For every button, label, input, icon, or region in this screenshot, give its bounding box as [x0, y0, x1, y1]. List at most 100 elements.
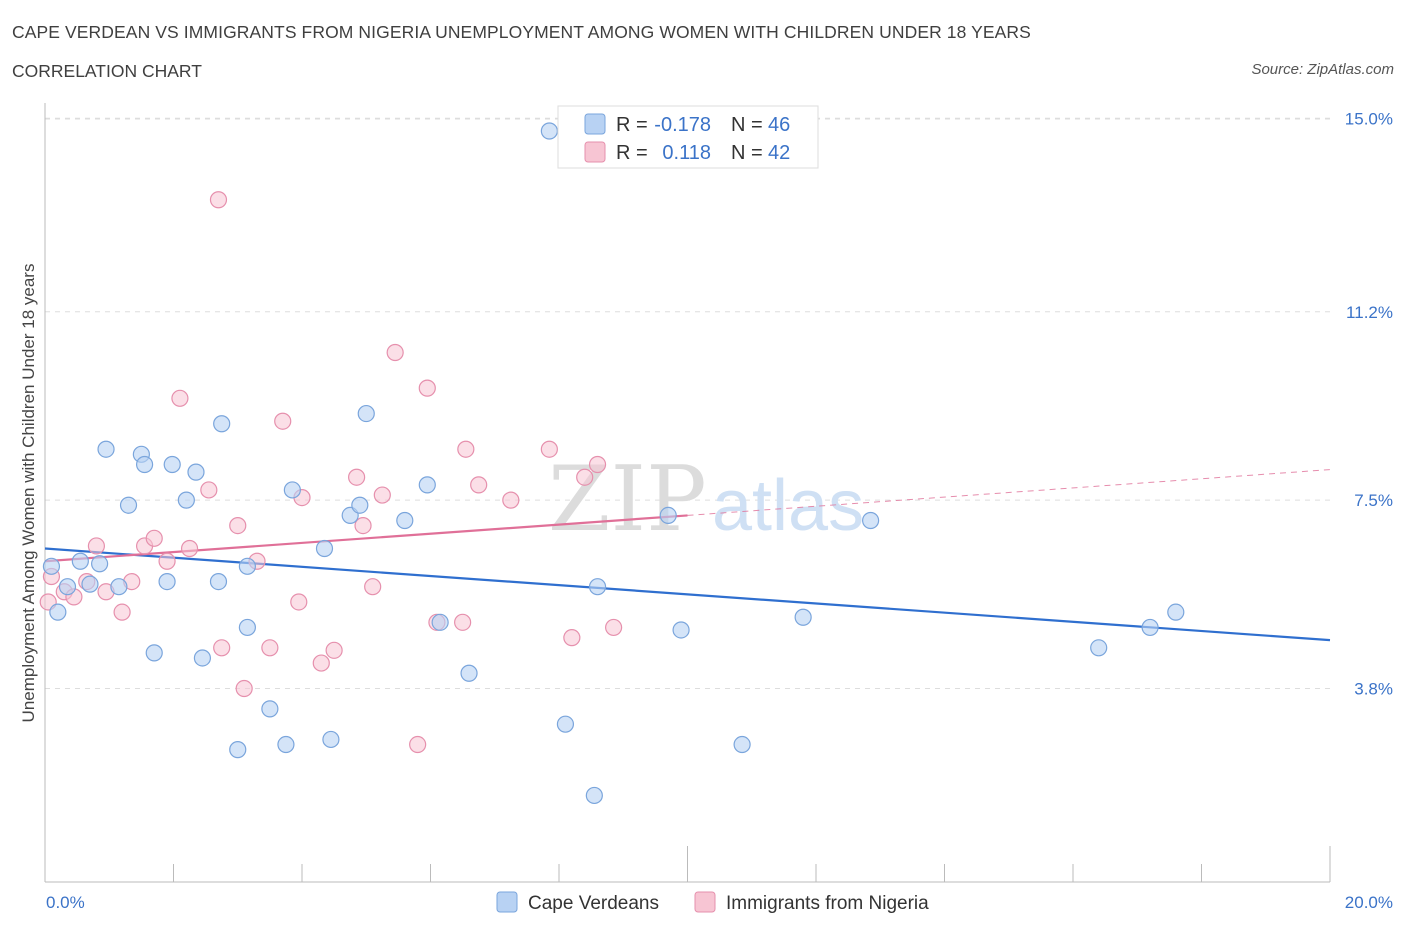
nigeria-point-34 [454, 613, 472, 631]
source-label: Source: ZipAtlas.com [1251, 61, 1394, 78]
legend-swatch-blue [584, 113, 606, 135]
cape-verdean-point-0 [42, 557, 61, 575]
legend-item-cape-verdeans-swatch [496, 891, 518, 913]
nigeria-point-39 [563, 629, 581, 647]
cape-verdean-point-43 [1090, 639, 1108, 657]
cape-verdean-point-6 [97, 440, 115, 458]
nigeria-point-17 [229, 516, 247, 535]
cape-verdean-point-2 [58, 578, 77, 596]
nigeria-point-18 [235, 679, 253, 698]
nigeria-point-21 [274, 412, 292, 430]
y-axis-label: Unemployment Among Women with Children U… [19, 264, 38, 723]
watermark-atlas: atlas [712, 466, 864, 546]
nigeria-point-29 [373, 486, 391, 504]
nigeria-point-7 [113, 603, 131, 621]
cape-verdean-point-44 [1141, 618, 1159, 637]
series-legend: Cape Verdeans Immigrants from Nigeria [496, 891, 929, 914]
nigeria-point-22 [290, 593, 308, 611]
nigeria-point-36 [470, 476, 488, 494]
nigeria-point-20 [261, 639, 279, 657]
cape-verdean-point-35 [556, 715, 575, 733]
nigeria-point-35 [457, 440, 475, 458]
cape-verdean-point-32 [431, 613, 449, 631]
nigeria-point-16 [213, 639, 231, 657]
cape-verdean-point-33 [460, 664, 478, 682]
y-tick-labels: 3.8% 7.5% 11.2% 15.0% [1345, 109, 1393, 698]
nigeria-point-24 [312, 654, 330, 672]
cape-verdean-point-20 [238, 618, 256, 637]
y-tick-label-3: 15.0% [1345, 109, 1393, 128]
axes [44, 103, 1331, 883]
cape-verdean-point-1 [49, 603, 67, 621]
nigeria-point-37 [502, 491, 520, 509]
nigeria-point-12 [171, 389, 189, 407]
cape-verdean-point-13 [163, 455, 181, 474]
cape-verdean-point-12 [158, 573, 176, 591]
nigeria-point-5 [87, 537, 106, 555]
cape-verdean-point-29 [357, 404, 375, 423]
nigeria-point-40 [576, 468, 594, 486]
cape-verdean-point-7 [110, 578, 128, 596]
cape-verdean-point-3 [71, 552, 89, 570]
legend-n-value-1: 46 [768, 114, 790, 136]
nigeria-point-30 [386, 343, 404, 362]
nigeria-point-42 [605, 618, 623, 637]
y-tick-label-0: 3.8% [1354, 680, 1393, 699]
series-cape-verdeans-points [42, 122, 1185, 805]
legend-r-label-2: R = [616, 142, 648, 164]
cape-verdean-point-31 [418, 476, 436, 494]
y-tick-label-1: 7.5% [1354, 491, 1393, 510]
nigeria-point-11 [158, 552, 176, 570]
legend-swatch-pink [584, 141, 606, 163]
nigeria-point-41 [588, 455, 607, 474]
cape-verdean-point-30 [396, 511, 414, 530]
legend-r-value-2: 0.118 [662, 142, 711, 164]
cape-verdean-point-15 [187, 463, 205, 481]
nigeria-point-26 [348, 468, 366, 486]
legend-item-cape-verdeans: Cape Verdeans [528, 893, 659, 914]
cape-verdean-point-42 [862, 511, 880, 530]
legend-item-nigeria-swatch [694, 891, 716, 913]
gridlines [45, 117, 1330, 690]
cape-verdean-point-40 [733, 735, 751, 754]
cape-verdean-point-39 [672, 621, 690, 639]
series-nigeria-points [39, 191, 623, 754]
legend-n-label-1: N = [731, 114, 763, 136]
nigeria-point-15 [209, 191, 228, 209]
chart-title: CAPE VERDEAN VS IMMIGRANTS FROM NIGERIA … [12, 22, 1031, 42]
x-tick-labels: 0.0% 20.0% [46, 893, 1393, 912]
cape-verdean-point-11 [145, 644, 163, 662]
nigeria-point-38 [540, 440, 558, 458]
nigeria-point-27 [354, 516, 372, 535]
nigeria-point-13 [180, 539, 199, 558]
correlation-legend: R = -0.178 N = 46 R = 0.118 N = 42 [557, 105, 819, 169]
cape-verdean-point-14 [177, 491, 195, 509]
cape-verdean-point-37 [588, 578, 607, 596]
cape-verdean-point-25 [315, 539, 334, 558]
cape-verdean-point-21 [238, 557, 256, 575]
cape-verdean-point-17 [209, 573, 228, 591]
nigeria-point-32 [418, 379, 436, 397]
cape-verdean-point-5 [91, 555, 109, 573]
nigeria-trend-line [44, 514, 688, 563]
nigeria-point-10 [145, 529, 163, 547]
cape-verdean-point-26 [322, 730, 340, 749]
cape-verdean-point-16 [193, 649, 212, 667]
nigeria-point-14 [200, 481, 218, 499]
nigeria-point-28 [364, 578, 382, 596]
cape-verdean-point-22 [261, 700, 279, 718]
chart-subtitle: CORRELATION CHART [12, 61, 202, 81]
legend-r-label-1: R = [616, 114, 648, 136]
cape-verdean-point-41 [794, 608, 812, 626]
watermark: ZIP atlas [548, 447, 864, 552]
y-tick-label-2: 11.2% [1346, 303, 1393, 322]
cape-verdean-point-10 [135, 455, 154, 474]
x-tick-label-0: 0.0% [46, 893, 85, 912]
cape-verdean-point-24 [283, 481, 301, 499]
x-tick-label-1: 20.0% [1345, 893, 1393, 912]
cape-verdean-point-18 [213, 415, 231, 433]
cape-verdean-point-8 [119, 496, 138, 514]
nigeria-point-25 [325, 641, 343, 659]
cape-verdean-point-38 [659, 506, 677, 525]
